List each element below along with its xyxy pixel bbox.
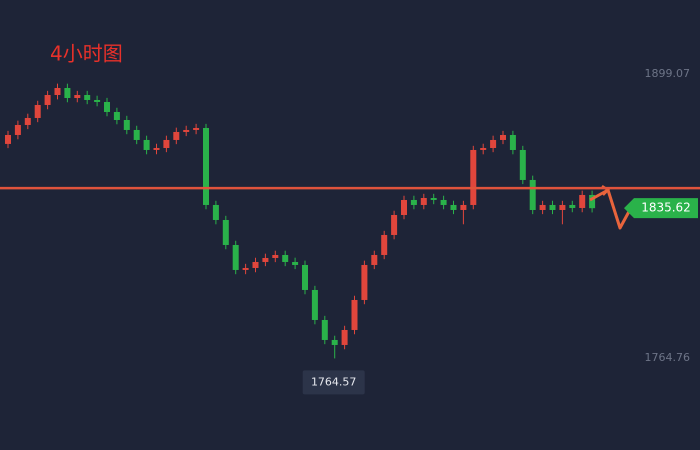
candle-body	[222, 219, 229, 245]
candle-body	[480, 147, 487, 150]
candle-body	[94, 99, 101, 102]
candle-body	[44, 95, 51, 105]
candle-body	[519, 149, 526, 180]
candle-body	[74, 95, 81, 99]
candle-body	[371, 254, 378, 265]
candle-body	[450, 204, 457, 210]
forecast-arrow	[589, 188, 634, 230]
candle-body	[292, 261, 299, 265]
candle-body	[24, 117, 31, 125]
candle-body	[381, 234, 388, 255]
candle-body	[302, 264, 308, 290]
candle-body	[242, 267, 249, 270]
candle-body	[569, 204, 576, 208]
candle-body	[183, 129, 190, 132]
candle-body	[282, 254, 289, 262]
y-tick-label: 1899.07	[645, 67, 691, 80]
candle-body	[14, 124, 21, 135]
candle-body	[321, 319, 328, 340]
price-tag	[624, 198, 698, 219]
candle-body	[559, 204, 566, 210]
candle-body	[262, 257, 269, 262]
candle-body	[509, 134, 516, 150]
candle-body	[84, 95, 91, 100]
candle-body	[54, 88, 61, 96]
candle-body	[113, 111, 120, 120]
candle-body	[173, 131, 180, 140]
candle-body	[470, 149, 477, 205]
candle-body	[104, 101, 110, 112]
candle-body	[341, 329, 348, 345]
candle-body	[252, 261, 259, 268]
candle-body	[5, 134, 11, 144]
candle-body	[401, 199, 407, 215]
candle-body	[549, 204, 556, 210]
candle-body	[391, 214, 398, 235]
candle-body	[64, 88, 71, 99]
price-tag-label: 1835.62	[641, 201, 691, 215]
candle-body	[311, 289, 318, 320]
candle-body	[193, 127, 200, 130]
candle-body	[133, 129, 140, 140]
chart-title: 4小时图	[50, 42, 123, 66]
candle-body	[361, 264, 368, 300]
candle-body	[460, 204, 467, 210]
y-tick-label: 1764.76	[645, 351, 691, 364]
candle-body	[163, 139, 170, 148]
candle-body	[539, 204, 546, 210]
plot-area	[5, 83, 596, 359]
candle-body	[123, 119, 130, 130]
candle-body	[351, 299, 358, 330]
low-label: 1764.57	[311, 375, 357, 388]
candle-body	[143, 139, 150, 150]
candle-body	[232, 244, 239, 270]
candle-body	[500, 134, 506, 140]
candle-body	[440, 199, 447, 205]
candle-body	[589, 194, 596, 209]
candle-body	[420, 197, 427, 205]
candle-body	[212, 204, 219, 220]
candle-body	[529, 179, 536, 210]
candle-body	[34, 104, 41, 118]
candle-body	[153, 147, 160, 150]
candle-body	[272, 254, 279, 258]
candle-body	[490, 139, 497, 148]
low-label-box	[302, 370, 365, 395]
candle-body	[410, 199, 417, 205]
candle-body	[579, 194, 586, 208]
candle-body	[430, 197, 437, 200]
candle-body	[331, 339, 338, 345]
candle-body	[203, 127, 209, 205]
